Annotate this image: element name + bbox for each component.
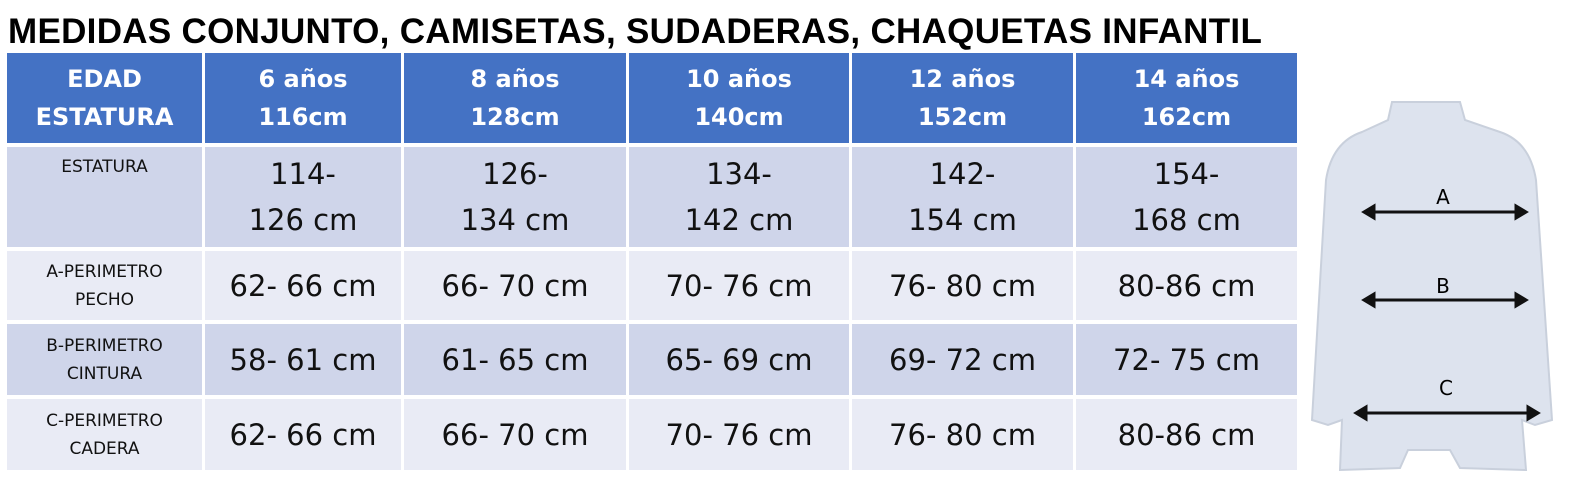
cell-text: 162cm bbox=[1141, 103, 1232, 131]
cell-text: 114- bbox=[270, 157, 336, 191]
table-cell: 62- 66 cm bbox=[205, 399, 401, 470]
header-cell: 12 años 152cm bbox=[852, 53, 1073, 143]
cell-text: A-PERIMETRO bbox=[46, 261, 163, 282]
cell-text: 66- 70 cm bbox=[441, 417, 589, 452]
table-cell: 72- 75 cm bbox=[1076, 324, 1297, 395]
table-cell: 80-86 cm bbox=[1076, 399, 1297, 470]
cell-text: 134- bbox=[706, 157, 772, 191]
cell-text: ESTATURA bbox=[61, 157, 148, 177]
table-cell: 134- 142 cm bbox=[629, 147, 849, 247]
table-cell: 66- 70 cm bbox=[404, 251, 626, 320]
cell-text: 80-86 cm bbox=[1117, 417, 1256, 452]
cell-text: 128cm bbox=[470, 103, 560, 131]
cell-text: 10 años bbox=[686, 65, 792, 93]
table-cell: 126- 134 cm bbox=[404, 147, 626, 247]
measure-label: C bbox=[1439, 376, 1453, 400]
cell-text: B-PERIMETRO bbox=[46, 335, 163, 356]
cell-text: C-PERIMETRO bbox=[46, 410, 163, 431]
cell-text: CINTURA bbox=[66, 363, 143, 384]
table-cell: 154- 168 cm bbox=[1076, 147, 1297, 247]
cell-text: 154- bbox=[1153, 157, 1220, 191]
table-cell: 76- 80 cm bbox=[852, 399, 1073, 470]
cell-text: 8 años bbox=[470, 65, 560, 93]
cell-text: 134 cm bbox=[460, 203, 570, 237]
measure-label: B bbox=[1436, 274, 1450, 298]
cell-text: 70- 76 cm bbox=[665, 417, 813, 452]
table-cell: 80-86 cm bbox=[1076, 251, 1297, 320]
shirt-figure: A B C bbox=[1310, 101, 1554, 472]
table-cell: 142- 154 cm bbox=[852, 147, 1073, 247]
title: MEDIDAS CONJUNTO, CAMISETAS, SUDADERAS, … bbox=[8, 12, 1263, 51]
cell-text: 126 cm bbox=[248, 203, 358, 237]
cell-text: ESTATURA bbox=[35, 103, 174, 131]
cell-text: 140cm bbox=[694, 103, 784, 131]
table-cell: 114- 126 cm bbox=[205, 147, 401, 247]
cell-text: 69- 72 cm bbox=[889, 342, 1036, 377]
cell-text: 142- bbox=[929, 157, 996, 191]
shirt-silhouette bbox=[1310, 101, 1554, 472]
cell-text: 65- 69 cm bbox=[665, 342, 813, 377]
cell-text: 62- 66 cm bbox=[229, 268, 377, 303]
cell-text: 80-86 cm bbox=[1117, 268, 1256, 303]
cell-text: EDAD bbox=[67, 65, 142, 93]
cell-text: 6 años bbox=[258, 65, 348, 93]
header-cell: 14 años 162cm bbox=[1076, 53, 1297, 143]
cell-text: 126- bbox=[482, 157, 548, 191]
header-cell: 10 años 140cm bbox=[629, 53, 849, 143]
cell-text: CADERA bbox=[69, 438, 140, 459]
cell-text: 154 cm bbox=[908, 203, 1017, 237]
table-cell: 62- 66 cm bbox=[205, 251, 401, 320]
cell-text: 62- 66 cm bbox=[229, 417, 377, 452]
table-cell: 69- 72 cm bbox=[852, 324, 1073, 395]
cell-text: 14 años bbox=[1133, 65, 1240, 93]
header-cell: 8 años 128cm bbox=[404, 53, 626, 143]
cell-text: 61- 65 cm bbox=[441, 342, 589, 377]
cell-text: 12 años bbox=[909, 65, 1016, 93]
cell-text: PECHO bbox=[74, 289, 135, 310]
row-label: A-PERIMETRO PECHO bbox=[7, 251, 202, 320]
table-cell: 76- 80 cm bbox=[852, 251, 1073, 320]
cell-text: 58- 61 cm bbox=[229, 342, 377, 377]
cell-text: 66- 70 cm bbox=[441, 268, 589, 303]
row-label: B-PERIMETRO CINTURA bbox=[7, 324, 202, 395]
table-cell: 65- 69 cm bbox=[629, 324, 849, 395]
cell-text: 70- 76 cm bbox=[665, 268, 813, 303]
arrows bbox=[1353, 203, 1541, 422]
cell-text: 142 cm bbox=[684, 203, 794, 237]
table-cell: 61- 65 cm bbox=[404, 324, 626, 395]
cell-text: 168 cm bbox=[1132, 203, 1241, 237]
measure-label: A bbox=[1436, 185, 1450, 209]
table-cell: 66- 70 cm bbox=[404, 399, 626, 470]
row-label: ESTATURA bbox=[7, 147, 202, 247]
cell-text: 76- 80 cm bbox=[889, 268, 1036, 303]
size-table: EDAD ESTATURA 6 años 116cm 8 años 128cm 10 año… bbox=[7, 53, 1297, 470]
header-cell: EDAD ESTATURA bbox=[7, 53, 202, 143]
row-label: C-PERIMETRO CADERA bbox=[7, 399, 202, 470]
table-cell: 58- 61 cm bbox=[205, 324, 401, 395]
cell-text: 72- 75 cm bbox=[1113, 342, 1260, 377]
table-cell: 70- 76 cm bbox=[629, 251, 849, 320]
table-cell: 70- 76 cm bbox=[629, 399, 849, 470]
header-cell: 6 años 116cm bbox=[205, 53, 401, 143]
cell-text: 152cm bbox=[917, 103, 1008, 131]
cell-text: 116cm bbox=[258, 103, 348, 131]
cell-text: 76- 80 cm bbox=[889, 417, 1036, 452]
